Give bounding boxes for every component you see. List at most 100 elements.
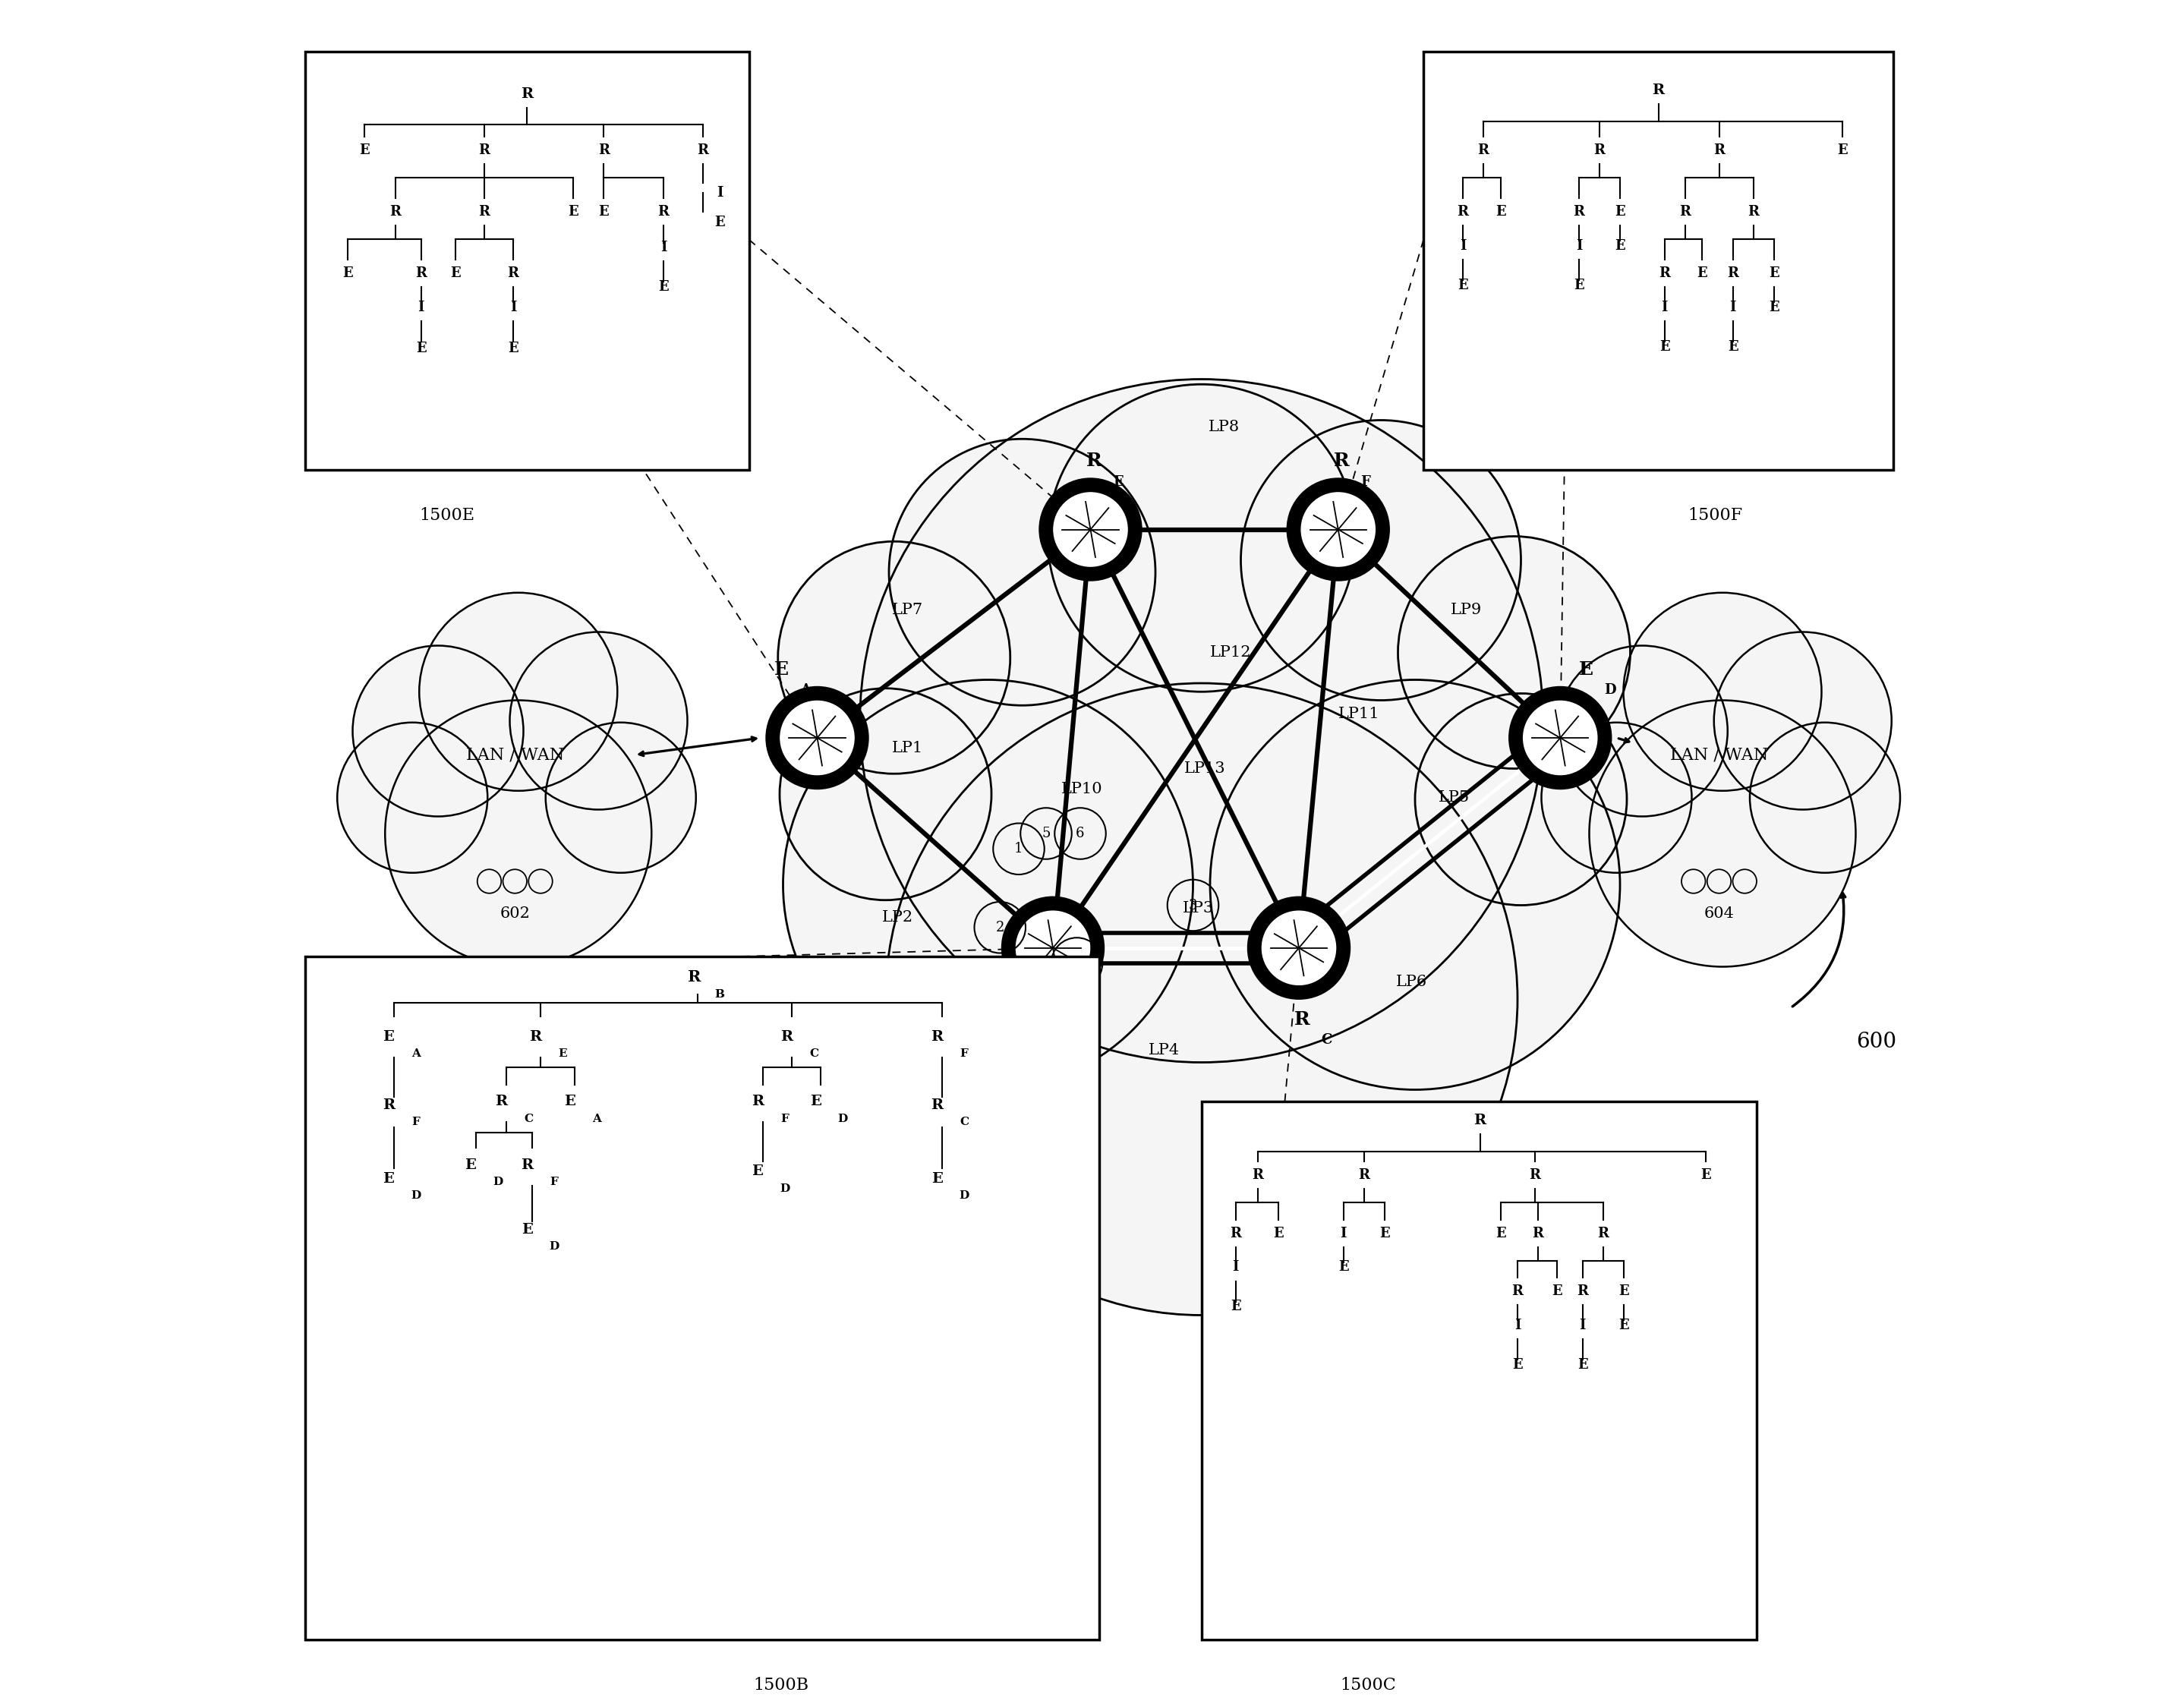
Text: R: R [1086, 453, 1101, 470]
Text: E: E [1378, 1226, 1389, 1240]
Text: 5: 5 [1043, 827, 1051, 840]
Text: LP6: LP6 [1396, 975, 1426, 989]
Text: E: E [1496, 1226, 1505, 1240]
Text: E: E [558, 1049, 567, 1059]
Circle shape [1398, 536, 1629, 769]
Text: F: F [1361, 475, 1370, 488]
Text: R: R [1252, 1168, 1263, 1182]
Circle shape [545, 722, 696, 873]
Text: 1500C: 1500C [1339, 1677, 1396, 1694]
Text: E: E [1769, 266, 1780, 280]
Text: D: D [493, 1177, 504, 1187]
Text: E: E [449, 266, 460, 280]
Text: I: I [510, 301, 517, 314]
Text: LP13: LP13 [1184, 762, 1226, 775]
Text: E: E [567, 205, 578, 219]
Circle shape [779, 541, 1010, 774]
Text: E: E [1697, 266, 1708, 280]
Text: E: E [1575, 278, 1583, 292]
Text: R: R [478, 143, 491, 157]
Circle shape [1415, 693, 1627, 905]
Text: E: E [1727, 340, 1738, 354]
Text: 6: 6 [1075, 827, 1084, 840]
Bar [1424, 51, 1893, 470]
Text: LP9: LP9 [1450, 603, 1481, 617]
Text: R: R [508, 266, 519, 280]
Text: LP8: LP8 [1208, 420, 1239, 434]
Text: 1500E: 1500E [419, 507, 475, 524]
Circle shape [1053, 492, 1128, 567]
Text: E: E [1614, 205, 1625, 219]
Circle shape [1714, 632, 1891, 810]
Text: E: E [1274, 1226, 1285, 1240]
Text: E: E [1496, 205, 1505, 219]
Circle shape [1287, 478, 1389, 581]
Text: R: R [1474, 1114, 1485, 1127]
Text: R: R [1359, 1168, 1370, 1182]
Text: R: R [1596, 1226, 1610, 1240]
Text: E: E [1230, 1300, 1241, 1313]
Text: E: E [1579, 661, 1592, 678]
Text: I: I [1662, 301, 1668, 314]
Text: R: R [598, 143, 608, 157]
Text: E: E [521, 1223, 532, 1237]
Text: I: I [1730, 301, 1736, 314]
Text: 1500B: 1500B [755, 1677, 809, 1694]
Circle shape [1749, 722, 1900, 873]
Text: E: E [774, 661, 790, 678]
Text: B: B [1075, 1033, 1086, 1047]
Text: LP2: LP2 [881, 910, 914, 924]
Text: E: E [1701, 1168, 1710, 1182]
Text: LP10: LP10 [1062, 782, 1104, 796]
Circle shape [1001, 897, 1104, 999]
Text: E: E [1511, 1358, 1522, 1372]
Text: LP11: LP11 [1337, 707, 1378, 721]
Text: E: E [1339, 1261, 1348, 1274]
Text: R: R [390, 205, 401, 219]
Text: R: R [750, 1095, 763, 1108]
Bar [1202, 1102, 1756, 1640]
Text: C: C [523, 1114, 532, 1124]
Text: R: R [1594, 143, 1605, 157]
Bar [305, 51, 748, 470]
Text: R: R [1714, 143, 1725, 157]
Text: E: E [1551, 1284, 1562, 1298]
Text: D: D [410, 1190, 421, 1201]
Text: LP1: LP1 [892, 741, 923, 755]
Circle shape [1016, 910, 1090, 986]
Text: E: E [715, 215, 724, 229]
Text: 604: 604 [1703, 907, 1734, 921]
Text: F: F [781, 1114, 790, 1124]
Text: D: D [838, 1114, 848, 1124]
Circle shape [890, 439, 1156, 705]
Text: R: R [1049, 1011, 1064, 1028]
Text: 1500F: 1500F [1688, 507, 1743, 524]
Text: E: E [598, 205, 608, 219]
Text: R: R [1727, 266, 1738, 280]
Circle shape [1509, 687, 1612, 789]
Text: R: R [495, 1095, 508, 1108]
Text: D: D [960, 1190, 968, 1201]
Text: R: R [931, 1030, 942, 1044]
Text: F: F [412, 1117, 421, 1127]
Text: I: I [718, 186, 724, 200]
Circle shape [859, 379, 1544, 1062]
Text: R: R [478, 205, 491, 219]
Text: R: R [1653, 84, 1664, 97]
Text: A: A [412, 1049, 421, 1059]
Text: I: I [661, 241, 667, 254]
Circle shape [1590, 700, 1856, 967]
Text: E: E [752, 1165, 763, 1179]
Text: A: A [800, 683, 811, 697]
Text: LP3: LP3 [1182, 902, 1215, 915]
Text: I: I [1579, 1319, 1586, 1332]
Text: E: E [384, 1172, 395, 1185]
Text: I: I [1577, 239, 1581, 253]
Text: LP12: LP12 [1210, 646, 1252, 659]
Circle shape [1557, 646, 1727, 816]
Text: E: E [809, 1095, 822, 1108]
Circle shape [1210, 680, 1620, 1090]
Text: I: I [1339, 1226, 1346, 1240]
Text: R: R [414, 266, 427, 280]
Text: B: B [715, 989, 724, 999]
